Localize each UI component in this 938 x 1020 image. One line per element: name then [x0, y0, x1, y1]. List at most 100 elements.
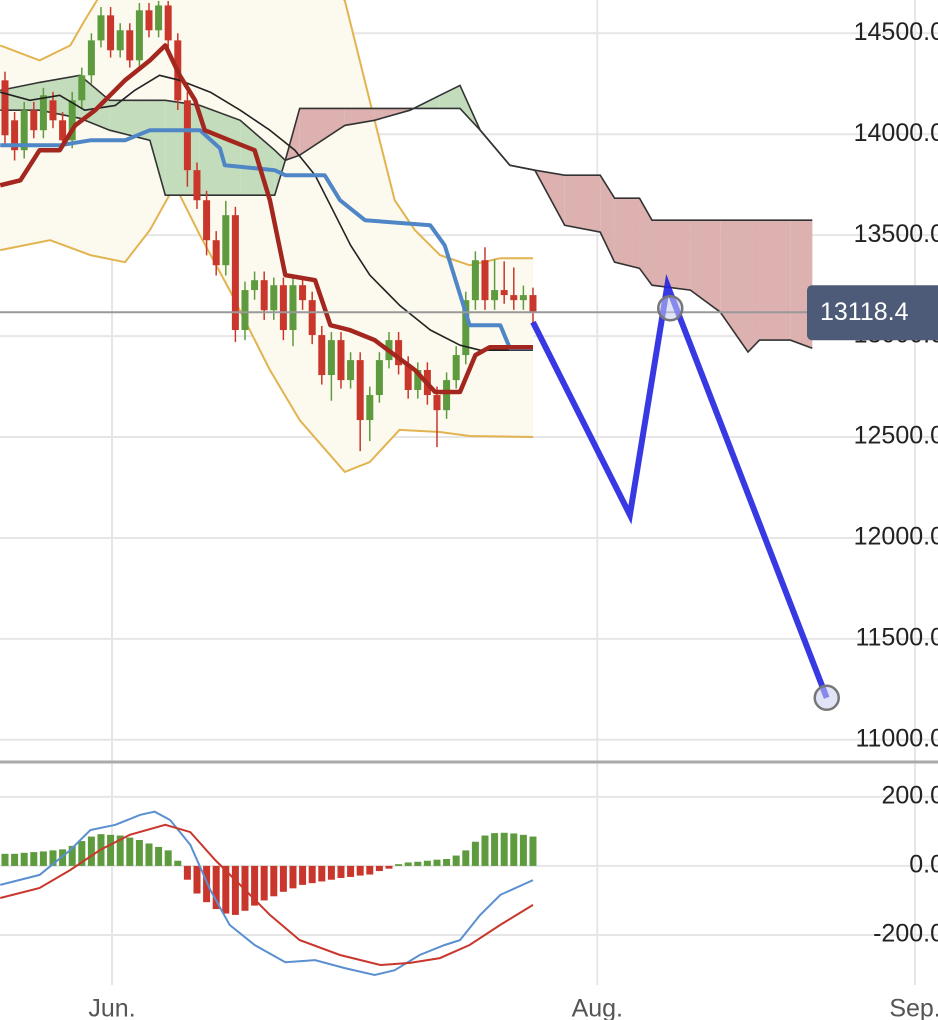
projection-marker: [657, 294, 684, 322]
histogram-bar: [155, 846, 163, 866]
cloud-fill: [439, 85, 461, 109]
y-tick-label: 12500.0: [854, 422, 938, 450]
band-line: [0, 0, 533, 267]
cloud-line: [0, 74, 813, 354]
cloud-fill: [790, 220, 813, 349]
candle-body: [471, 260, 479, 301]
y-tick-label: 14000.0: [854, 119, 938, 147]
candle-body: [500, 290, 508, 296]
histogram-bar: [203, 865, 211, 903]
candle-body: [20, 110, 28, 151]
histogram-bar: [481, 835, 489, 866]
candle-body: [519, 295, 527, 301]
macd-line: [0, 810, 534, 977]
cloud-fill: [0, 82, 40, 111]
candle-body: [299, 285, 307, 301]
cloud-fill: [109, 100, 150, 141]
candle-body: [222, 215, 230, 266]
candle-body: [356, 360, 364, 421]
histogram-bar: [49, 850, 57, 866]
x-tick-label: Sep.: [889, 995, 938, 1020]
candle-body: [203, 200, 211, 241]
candle-body: [452, 355, 460, 381]
candle-body: [231, 215, 239, 331]
last-price-label: 13118.4: [820, 298, 909, 326]
projection-marker: [813, 684, 840, 712]
cloud-fill: [652, 220, 691, 291]
indicator-line: [0, 128, 533, 351]
histogram-bar: [68, 845, 76, 866]
cloud-fill: [639, 198, 653, 286]
histogram-bar: [375, 865, 383, 872]
histogram-bar: [174, 860, 182, 866]
cloud-fill: [748, 220, 760, 353]
macd-panel: [0, 795, 938, 977]
candle-body: [68, 100, 76, 141]
candle-body: [251, 280, 259, 291]
histogram-bar: [318, 865, 326, 882]
candle-body: [491, 290, 499, 301]
histogram-bar: [423, 860, 431, 866]
candle-body: [164, 5, 172, 41]
histogram-bar: [116, 835, 124, 866]
candle-body: [1, 80, 9, 136]
candle-body: [59, 120, 67, 141]
overlay: 11000.011500.012000.012500.013000.013500…: [807, 18, 938, 948]
histogram-bar: [452, 855, 460, 866]
candle-body: [318, 335, 326, 376]
histogram-bar: [462, 850, 470, 866]
cloud-fill: [600, 175, 615, 263]
cloud-fill: [759, 220, 791, 341]
price-panel: [0, 0, 938, 741]
histogram-bar: [1, 853, 9, 866]
histogram-bar: [107, 834, 115, 866]
histogram-bar: [270, 865, 278, 897]
candle-body: [212, 240, 220, 266]
projection-line: [530, 273, 830, 699]
y-tick-label: 13500.0: [854, 220, 938, 248]
cloud-fill: [299, 108, 345, 156]
candle-body: [433, 395, 441, 411]
histogram-bar: [356, 865, 364, 876]
histogram-bar: [212, 865, 220, 910]
cloud-fill: [690, 220, 721, 313]
histogram-bar: [39, 851, 47, 866]
histogram-bar: [395, 864, 403, 866]
y-tick-label: 200.0: [881, 781, 938, 809]
candle-body: [87, 40, 95, 76]
histogram-bar: [347, 865, 355, 877]
histogram-bar: [385, 865, 393, 869]
histogram-bar: [327, 865, 335, 880]
candle-body: [462, 300, 470, 356]
candle-body: [97, 15, 105, 41]
candle-body: [279, 285, 287, 331]
candle-body: [529, 295, 537, 313]
candle-body: [375, 360, 383, 396]
histogram-bar: [260, 865, 268, 901]
y-tick-label: 14500.0: [854, 18, 938, 46]
histogram-bar: [289, 865, 297, 889]
histogram-bar: [404, 862, 412, 866]
y-tick-label: 12000.0: [854, 523, 938, 551]
candle-body: [135, 10, 143, 61]
candle-body: [78, 75, 86, 101]
macd-line: [0, 823, 534, 967]
y-tick-label: 11500.0: [855, 623, 938, 651]
histogram-bar: [135, 840, 143, 866]
histogram-bar: [337, 865, 345, 878]
candle-body: [289, 285, 297, 331]
histogram-bar: [308, 865, 316, 884]
candle-body: [347, 360, 355, 381]
histogram-bar: [443, 859, 451, 866]
histogram-bar: [78, 841, 86, 866]
candle-body: [481, 260, 489, 301]
cloud-fill: [720, 220, 749, 353]
indicator-line: [0, 43, 533, 395]
candle-body: [49, 100, 57, 121]
candle-body: [510, 295, 518, 301]
histogram-bar: [510, 833, 518, 866]
histogram-bar: [20, 852, 28, 866]
histogram-bar: [87, 836, 95, 866]
histogram-bar: [414, 861, 422, 866]
histogram-bar: [145, 843, 153, 866]
